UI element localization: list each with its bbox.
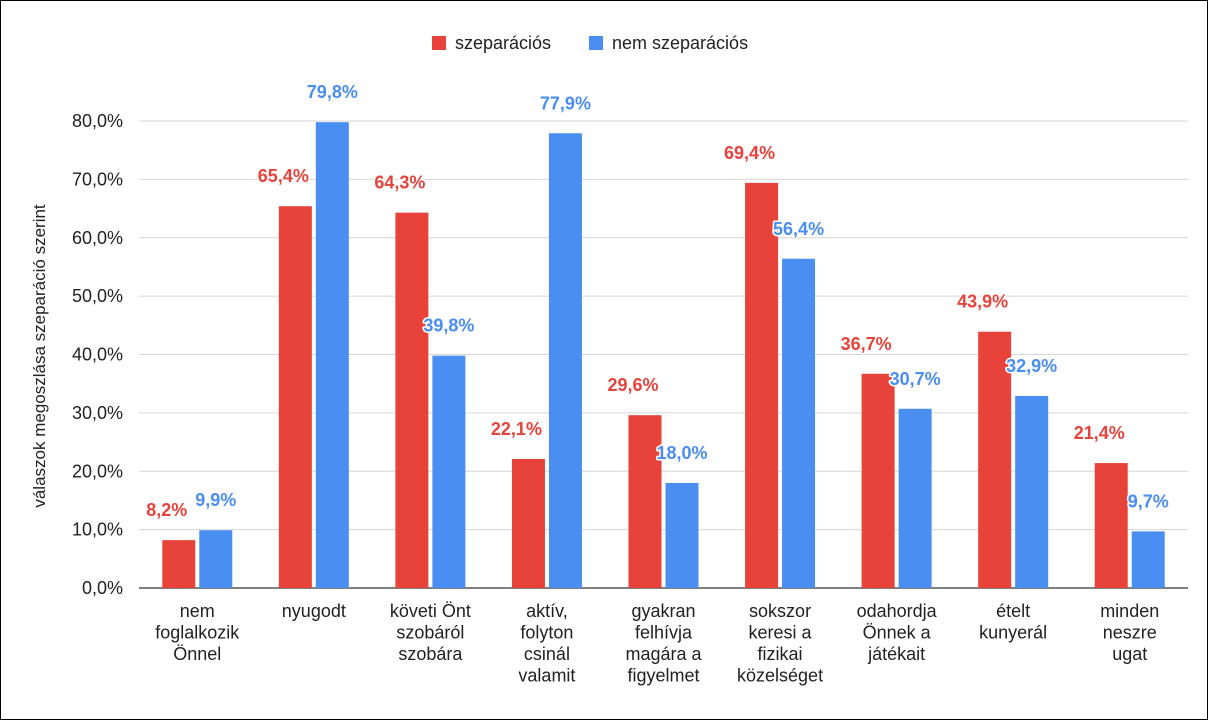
x-category-label: ételt kunyerál xyxy=(979,601,1047,643)
bar-szeparacios xyxy=(162,540,196,588)
data-label: 30,7% xyxy=(890,369,941,389)
bars xyxy=(162,122,1165,589)
x-category-label: sokszor keresi a fizikai közelséget xyxy=(737,601,823,686)
bar-nem-szeparacios xyxy=(898,408,932,588)
grid-lines xyxy=(139,120,1188,589)
data-label: 64,3% xyxy=(374,173,425,193)
bar-nem-szeparacios xyxy=(315,122,349,588)
bar-szeparacios xyxy=(1094,463,1128,588)
bar-nem-szeparacios xyxy=(432,355,466,588)
bar-nem-szeparacios xyxy=(199,530,233,588)
y-tick-label: 70,0% xyxy=(72,169,123,189)
y-axis: 0,0% 10,0% 20,0% 30,0% 40,0% 50,0% 60,0% 70,0% 8… xyxy=(72,111,123,598)
data-label: 29,6% xyxy=(607,375,658,395)
y-axis-label: válaszok megoszlása szeparáció szerint xyxy=(30,204,49,508)
bar-nem-szeparacios xyxy=(1131,531,1165,588)
bar-nem-szeparacios xyxy=(548,133,582,589)
data-label: 32,9% xyxy=(1006,356,1057,376)
data-label: 8,2% xyxy=(146,500,187,520)
y-tick-label: 60,0% xyxy=(72,228,123,248)
legend-label: szeparációs xyxy=(455,33,551,53)
x-category-label: követi Önt szobáról szobára xyxy=(390,601,471,664)
y-tick-label: 20,0% xyxy=(72,461,123,481)
y-tick-label: 50,0% xyxy=(72,286,123,306)
bar-szeparacios xyxy=(278,206,312,589)
legend-label: nem szeparációs xyxy=(612,33,748,53)
y-tick-label: 40,0% xyxy=(72,345,123,365)
data-label: 36,7% xyxy=(841,334,892,354)
bar-szeparacios xyxy=(511,458,545,588)
bar-szeparacios xyxy=(745,182,779,588)
bar-szeparacios xyxy=(861,373,895,588)
data-label: 77,9% xyxy=(540,93,591,113)
y-tick-label: 0,0% xyxy=(82,578,123,598)
data-label: 21,4% xyxy=(1074,423,1125,443)
x-axis-categories: nem foglalkozik Önnel nyugodt követi Önt szob… xyxy=(155,601,1159,686)
bar-szeparacios xyxy=(395,212,429,588)
data-label: 9,9% xyxy=(195,490,236,510)
data-labels: 8,2% 9,9% 65,4% 79,8% 64,3% 39,8% 22,1% 77,9% 29… xyxy=(145,81,1170,522)
data-label: 22,1% xyxy=(491,419,542,439)
y-tick-label: 10,0% xyxy=(72,520,123,540)
x-category-label: minden neszre ugat xyxy=(1100,601,1159,664)
data-label: 18,0% xyxy=(656,443,707,463)
bar-nem-szeparacios xyxy=(1015,395,1049,588)
data-label: 56,4% xyxy=(773,219,824,239)
x-category-label: aktív, folyton csinál valamit xyxy=(518,601,575,686)
data-label: 65,4% xyxy=(258,166,309,186)
legend-swatch xyxy=(589,36,603,50)
data-label: 69,4% xyxy=(724,143,775,163)
x-category-label: gyakran felhívja magára a figyelmet xyxy=(625,601,702,686)
bar-szeparacios xyxy=(978,331,1012,588)
bar-nem-szeparacios xyxy=(665,482,699,588)
y-tick-label: 30,0% xyxy=(72,403,123,423)
x-category-label: nyugodt xyxy=(282,601,346,621)
data-label: 79,8% xyxy=(307,82,358,102)
y-tick-label: 80,0% xyxy=(72,111,123,131)
data-label: 43,9% xyxy=(957,292,1008,312)
x-category-label: odahordja Önnek a játékait xyxy=(857,601,938,664)
x-category-label: nem foglalkozik Önnel xyxy=(155,601,240,664)
bar-nem-szeparacios xyxy=(782,258,816,588)
data-label: 9,7% xyxy=(1128,491,1169,511)
legend-swatch xyxy=(432,36,446,50)
data-label: 39,8% xyxy=(423,316,474,336)
legend: szeparációs nem szeparációs xyxy=(432,33,748,53)
bar-szeparacios xyxy=(628,415,662,588)
